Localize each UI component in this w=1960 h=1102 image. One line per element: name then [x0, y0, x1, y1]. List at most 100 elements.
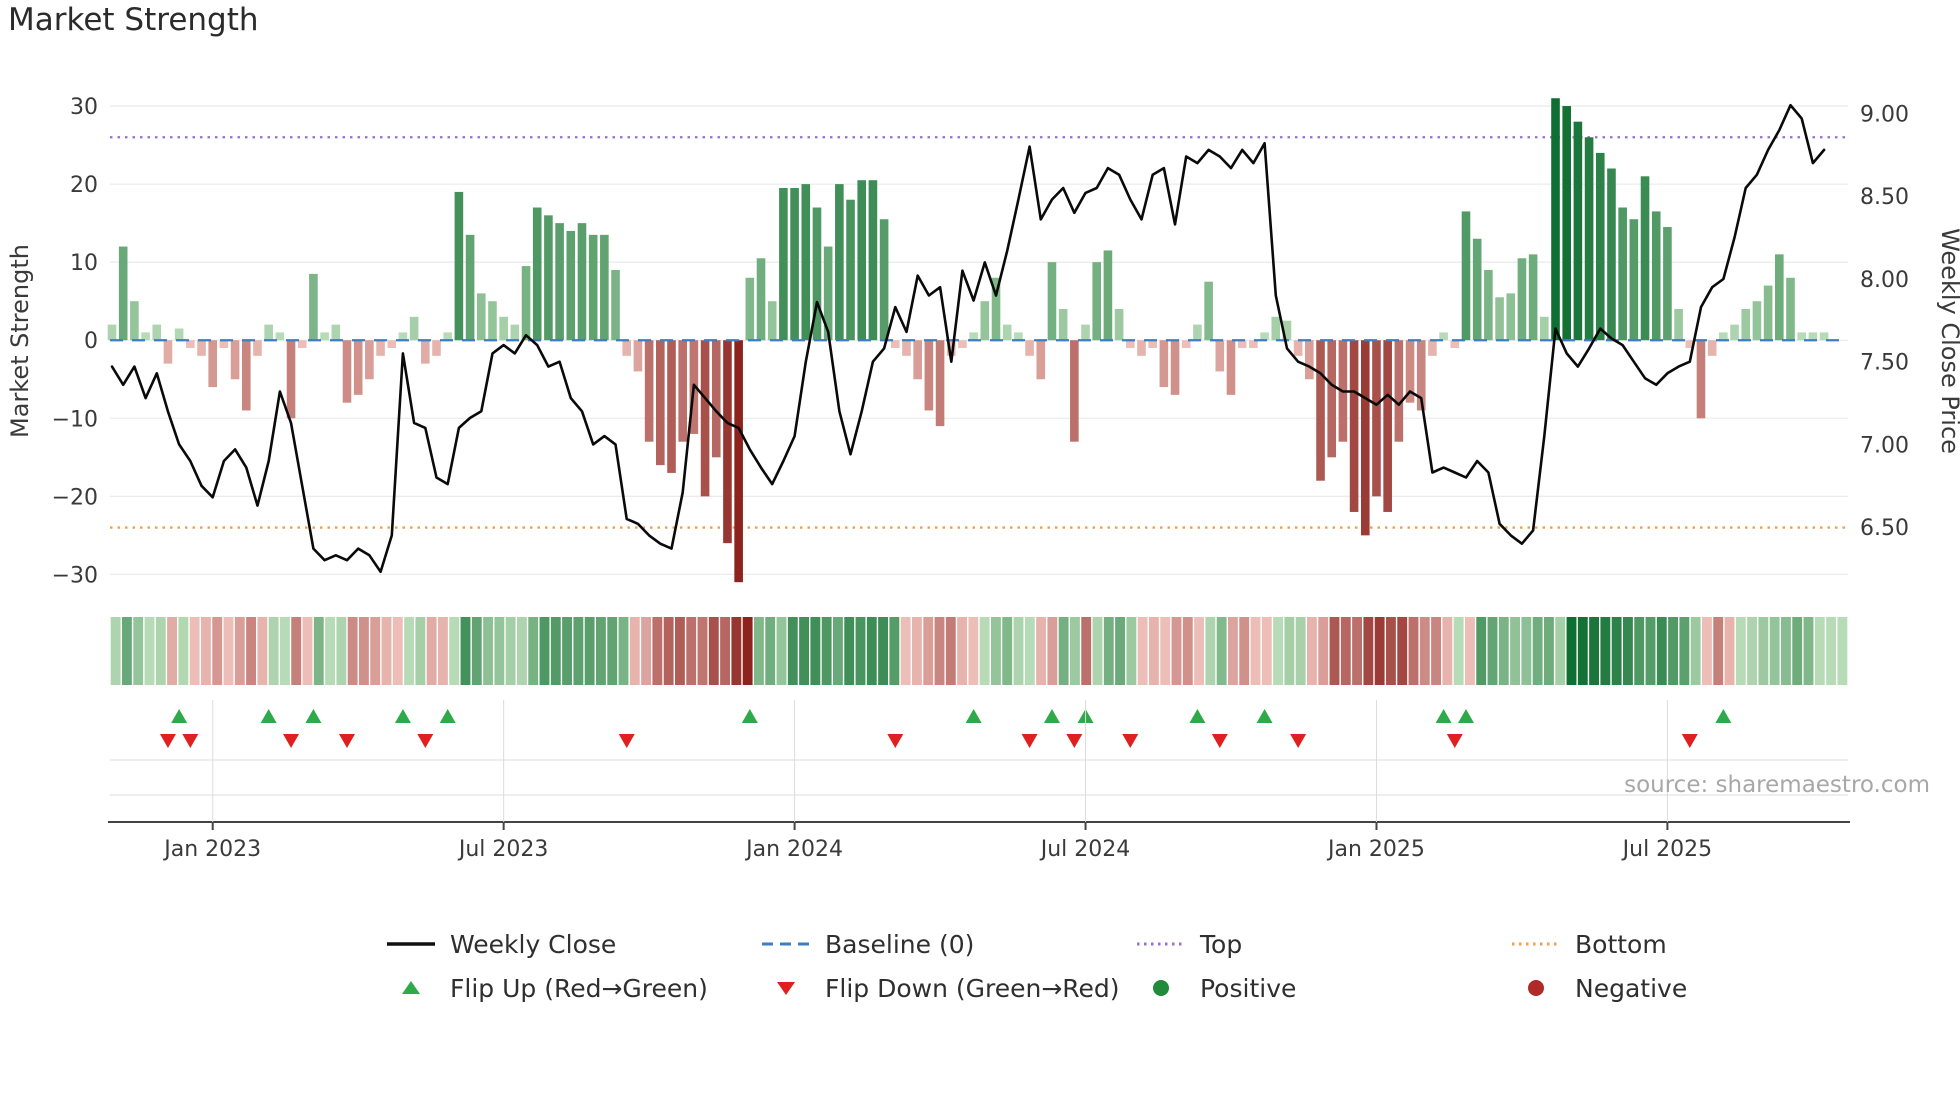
legend-label-flip-up: Flip Up (Red→Green): [450, 973, 708, 1003]
heatmap-cell: [1239, 617, 1250, 685]
heatmap-cell: [392, 617, 403, 685]
strength-bar: [1551, 98, 1560, 341]
heatmap-cell: [1261, 617, 1272, 685]
x-tick-label: Jan 2024: [744, 837, 843, 862]
flip-up-triangle-icon: [1435, 709, 1452, 723]
strength-bar: [532, 207, 542, 341]
strength-bar: [342, 340, 352, 403]
strength-bar: [846, 199, 855, 341]
heatmap-cell: [155, 617, 166, 685]
strength-bar: [745, 277, 755, 341]
heatmap-cell: [618, 617, 629, 685]
heatmap-cell: [979, 617, 990, 685]
strength-bar: [1271, 316, 1281, 341]
strength-bar: [1103, 250, 1113, 341]
strength-bar: [1707, 340, 1717, 356]
strength-bar: [1260, 332, 1269, 341]
heatmap-cell: [415, 617, 426, 685]
strength-bar: [1573, 121, 1583, 341]
heatmap-cell: [1069, 617, 1080, 685]
strength-bar: [186, 340, 195, 349]
market-strength-chart: 30 20 10 0 −10 −20 −30 9.00 8.50 8.00 7.50 7.00 6.50…: [6, 95, 1960, 862]
strength-bar: [1170, 340, 1180, 395]
strength-bar: [1159, 340, 1169, 388]
heatmap-cell: [990, 617, 1001, 685]
heatmap-cell: [957, 617, 968, 685]
heatmap-cell: [167, 617, 178, 685]
right-tick-label: 8.50: [1860, 185, 1909, 210]
strength-bar: [320, 332, 329, 341]
heatmap-cell: [1566, 617, 1577, 685]
heatmap-cell: [1092, 617, 1103, 685]
heatmap-cell: [629, 617, 640, 685]
strength-bar: [723, 340, 732, 544]
strength-bar: [711, 340, 721, 458]
strength-bar: [1797, 332, 1806, 341]
heatmap-cell: [1363, 617, 1374, 685]
strength-bar: [1439, 332, 1448, 341]
heatmap-cell: [291, 617, 302, 685]
strength-bar: [1137, 340, 1146, 356]
legend-label-flip-down: Flip Down (Green→Red): [825, 973, 1120, 1003]
strength-bar: [432, 340, 441, 356]
heatmap-cell: [437, 617, 448, 685]
heatmap-cell: [1555, 617, 1566, 685]
strength-bar: [387, 340, 397, 349]
heatmap-cell: [1656, 617, 1667, 685]
strength-bar: [1014, 332, 1023, 341]
strength-bar: [1495, 297, 1504, 341]
strength-bar: [1651, 211, 1661, 341]
heatmap-cell: [765, 617, 776, 685]
heatmap-cell: [1431, 617, 1442, 685]
left-axis-tick-labels: 30 20 10 0 −10 −20 −30: [52, 95, 98, 588]
heatmap-cell: [1182, 617, 1193, 685]
heatmap-cell: [144, 617, 155, 685]
strength-bar: [1002, 324, 1012, 341]
strength-bar: [835, 184, 844, 341]
heatmap-cell: [1374, 617, 1385, 685]
heatmap-cell: [1792, 617, 1803, 685]
heatmap-cell: [189, 617, 200, 685]
heatmap-cell: [911, 617, 922, 685]
strength-bar: [1058, 308, 1068, 341]
strength-bar: [1025, 340, 1034, 356]
strength-bar: [275, 332, 285, 341]
flip-up-triangle-icon: [1043, 709, 1060, 723]
right-tick-label: 6.50: [1860, 516, 1909, 541]
heatmap-cell: [1081, 617, 1092, 685]
strength-bar: [779, 188, 788, 341]
strength-bar: [902, 340, 911, 356]
heatmap-cell: [1735, 617, 1746, 685]
heatmap-cell: [776, 617, 787, 685]
heatmap-cell: [1453, 617, 1464, 685]
right-tick-label: 8.00: [1860, 268, 1909, 293]
strength-bar: [879, 219, 889, 341]
strength-bar: [1428, 340, 1437, 356]
heatmap-cell: [1521, 617, 1532, 685]
heatmap-cell: [787, 617, 798, 685]
strength-bar: [510, 324, 520, 341]
strength-bar: [1562, 106, 1571, 341]
left-tick-label: 30: [70, 95, 98, 120]
strength-bar: [219, 340, 229, 349]
heatmap-cell: [753, 617, 764, 685]
heatmap-cell: [1205, 617, 1216, 685]
heatmap-cell: [1701, 617, 1712, 685]
strength-bar: [1148, 340, 1157, 349]
strength-bar: [656, 340, 665, 466]
right-tick-label: 9.00: [1860, 103, 1909, 128]
strength-bar: [1226, 340, 1236, 395]
strength-bar: [1383, 340, 1392, 512]
heatmap-cell: [1250, 617, 1261, 685]
strength-bar: [1204, 281, 1213, 341]
strength-bar: [1775, 254, 1784, 341]
flip-down-triangle-icon: [417, 734, 434, 748]
heatmap-cell: [1227, 617, 1238, 685]
heatmap-cell: [878, 617, 889, 685]
heatmap-cell: [810, 617, 821, 685]
heatmap-cell: [1002, 617, 1013, 685]
heatmap-cell: [663, 617, 674, 685]
heatmap-cell: [573, 617, 584, 685]
strength-bar: [588, 234, 598, 341]
heatmap-cell: [460, 617, 471, 685]
